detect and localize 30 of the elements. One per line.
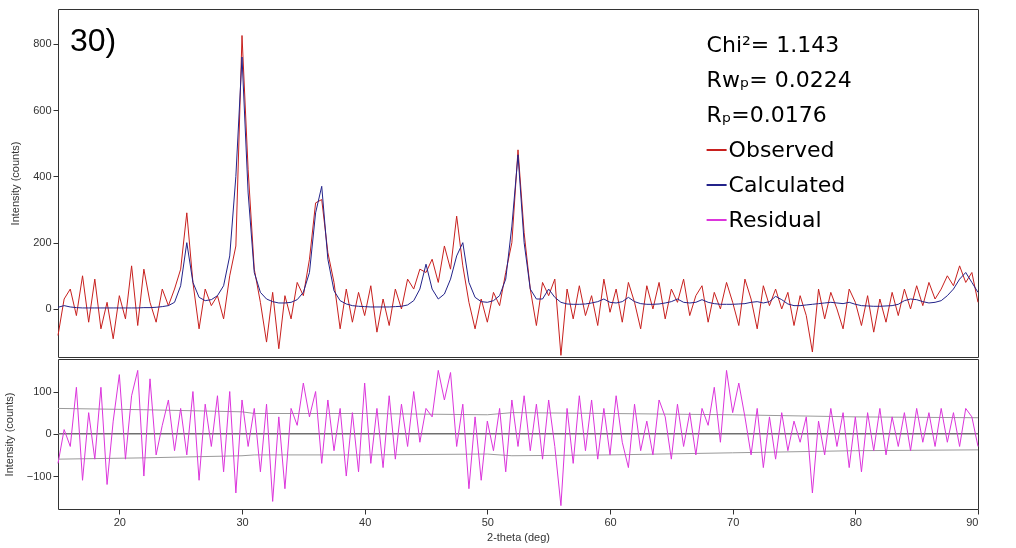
annotation: Chi²= 1.143 <box>706 32 840 57</box>
x-tick-label: 30 <box>236 515 249 528</box>
x-tick-label: 90 <box>966 515 979 528</box>
annotation: Rwₚ= 0.0224 <box>706 67 852 92</box>
x-tick-label: 20 <box>113 515 126 528</box>
line-series <box>57 56 979 309</box>
x-tick-label: 80 <box>849 515 862 528</box>
legend-label: Residual <box>728 207 822 232</box>
y-tick-label: 400 <box>33 169 52 182</box>
x-tick-label: 60 <box>604 515 617 528</box>
annotation: Rₚ=0.0176 <box>706 102 827 127</box>
x-tick-label: 50 <box>481 515 494 528</box>
line-series <box>57 449 979 460</box>
y-tick-label: 0 <box>45 302 52 315</box>
y-tick-label: 0 <box>45 427 52 440</box>
legend-label: Observed <box>728 137 835 162</box>
y-tick-label: 200 <box>33 236 52 249</box>
line-series <box>57 407 979 419</box>
y-tick-label: 800 <box>33 37 52 50</box>
y-tick-label: 100 <box>33 385 52 398</box>
legend-label: Calculated <box>728 172 846 197</box>
x-tick-label: 70 <box>727 515 740 528</box>
x-tick-label: 40 <box>359 515 372 528</box>
y-tick-label: 600 <box>33 103 52 116</box>
y-axis-title: Intensity (counts) <box>2 392 15 477</box>
x-axis-title: 2-theta (deg) <box>487 530 550 543</box>
line-series <box>57 369 979 507</box>
y-tick-label: −100 <box>26 469 52 482</box>
y-axis-title: Intensity (counts) <box>9 141 22 226</box>
annotation: 30) <box>70 22 117 58</box>
